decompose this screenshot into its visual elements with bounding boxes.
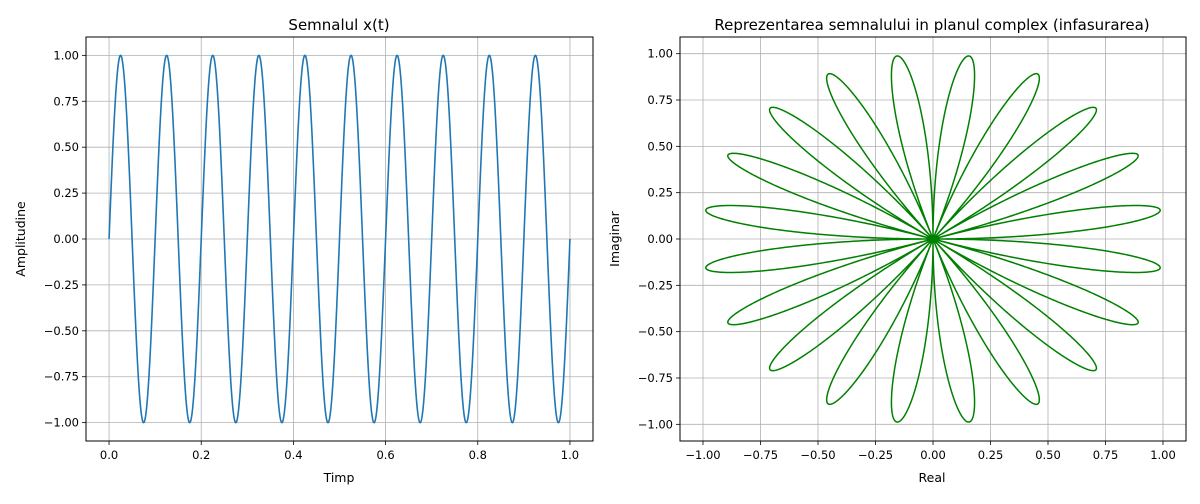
chart-complex-plane-xtick-label: −0.75	[743, 448, 778, 462]
chart-signal-xtick-label: 0.6	[376, 448, 394, 462]
chart-signal-ytick-label: 0.00	[53, 232, 79, 246]
chart-complex-plane-grid	[680, 37, 1186, 441]
chart-complex-plane-xtick-label: 0.50	[1035, 448, 1061, 462]
chart-signal-ytick-label: −0.50	[44, 324, 79, 338]
wrapped-signal-line	[705, 55, 1161, 423]
chart-complex-plane-ytick-label: 0.75	[647, 93, 673, 107]
chart-signal-xtick-label: 0.0	[100, 448, 118, 462]
chart-complex-plane-ytick-label: −1.00	[638, 417, 673, 431]
chart-complex-plane-xtick-label: −0.25	[858, 448, 893, 462]
chart-signal-xtick-label: 0.8	[469, 448, 487, 462]
chart-signal-xlabel: Timp	[323, 470, 355, 485]
chart-signal-xtick-label: 0.2	[192, 448, 210, 462]
chart-signal-ticks: 0.0 0.2 0.4 0.6 0.8 1.0 −1.00 −0.75 −0.50 −0.25 0.…	[44, 48, 579, 462]
chart-signal-xtick-label: 0.4	[284, 448, 302, 462]
chart-complex-plane-xtick-label: 0.00	[920, 448, 946, 462]
chart-signal-title: Semnalul x(t)	[288, 16, 389, 34]
chart-complex-plane-xtick-label: −0.50	[800, 448, 835, 462]
chart-signal-ylabel: Amplitudine	[13, 201, 28, 277]
chart-signal-ytick-label: 0.25	[53, 186, 79, 200]
chart-complex-plane-ylabel: Imaginar	[607, 210, 622, 267]
chart-complex-plane-xtick-label: 0.75	[1093, 448, 1119, 462]
chart-signal-ytick-label: −0.75	[44, 370, 79, 384]
chart-complex-plane-xtick-label: −1.00	[685, 448, 720, 462]
signal-line	[108, 54, 571, 424]
chart-complex-plane-ytick-label: 0.50	[647, 139, 673, 153]
chart-signal-ytick-label: 0.75	[53, 94, 79, 108]
chart-complex-plane-xtick-label: 0.25	[978, 448, 1004, 462]
chart-complex-plane-xlabel: Real	[919, 470, 946, 485]
chart-signal-ytick-label: 1.00	[53, 48, 79, 62]
chart-complex-plane-ytick-label: 0.00	[647, 232, 673, 246]
chart-complex-plane-ytick-label: −0.75	[638, 371, 673, 385]
chart-complex-plane-xtick-label: 1.00	[1150, 448, 1176, 462]
chart-signal: Semnalul x(t) 0.0 0.2 0.4 0.6 0.8 1.0 −1.00 −0.…	[13, 16, 594, 485]
chart-complex-plane-ytick-label: 1.00	[647, 47, 673, 61]
chart-complex-plane-data	[705, 55, 1161, 423]
chart-complex-plane-ytick-label: −0.50	[638, 325, 673, 339]
chart-signal-xtick-label: 1.0	[561, 448, 579, 462]
chart-signal-ytick-label: −0.25	[44, 278, 79, 292]
chart-complex-plane-ticks: −1.00 −0.75 −0.50 −0.25 0.00 0.25 0.50 0.75 1.00…	[638, 47, 1176, 462]
chart-complex-plane-ytick-label: −0.25	[638, 278, 673, 292]
chart-signal-ytick-label: 0.50	[53, 140, 79, 154]
chart-complex-plane-ytick-label: 0.25	[647, 186, 673, 200]
chart-signal-ytick-label: −1.00	[44, 416, 79, 430]
chart-complex-plane-title: Reprezentarea semnalului in planul compl…	[714, 16, 1149, 34]
chart-signal-data	[108, 54, 571, 424]
chart-complex-plane: Reprezentarea semnalului in planul compl…	[607, 16, 1187, 485]
